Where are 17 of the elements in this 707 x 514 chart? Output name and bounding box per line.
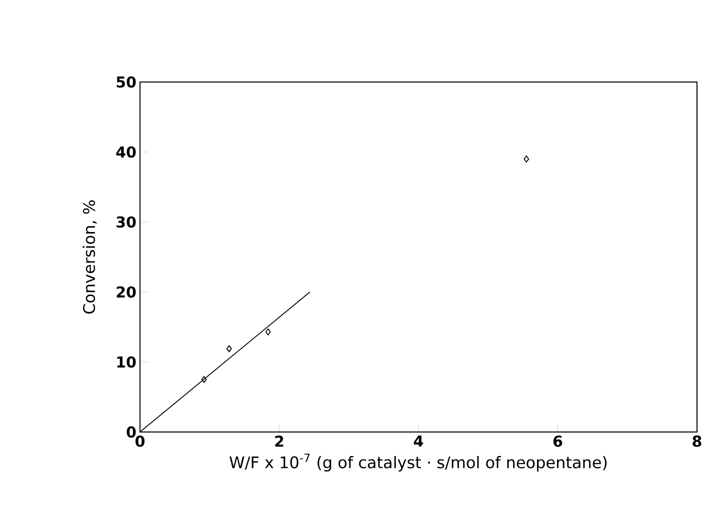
point <box>201 376 207 383</box>
point <box>226 345 232 352</box>
x-tick-label: 4 <box>414 436 424 446</box>
x-tick-label: 2 <box>275 436 284 447</box>
y-tick-label: 40 <box>116 146 136 158</box>
y-tick-label: 50 <box>116 76 136 88</box>
y-axis-title: Conversion, % <box>82 200 97 314</box>
x-tick-label: 8 <box>692 436 702 447</box>
y-tick-label: 20 <box>116 286 136 298</box>
point <box>524 156 530 162</box>
point <box>265 328 271 336</box>
x-tick-label: 6 <box>553 436 562 447</box>
x-axis-title: W/F x 10$^{-7}$ (g of catalyst · s/mol of neopentane) <box>230 454 607 472</box>
x-tick-label: 0 <box>136 436 144 447</box>
y-tick-label: 10 <box>117 356 136 368</box>
y-tick-label: 0 <box>126 426 136 438</box>
y-tick-label: 30 <box>116 216 136 228</box>
